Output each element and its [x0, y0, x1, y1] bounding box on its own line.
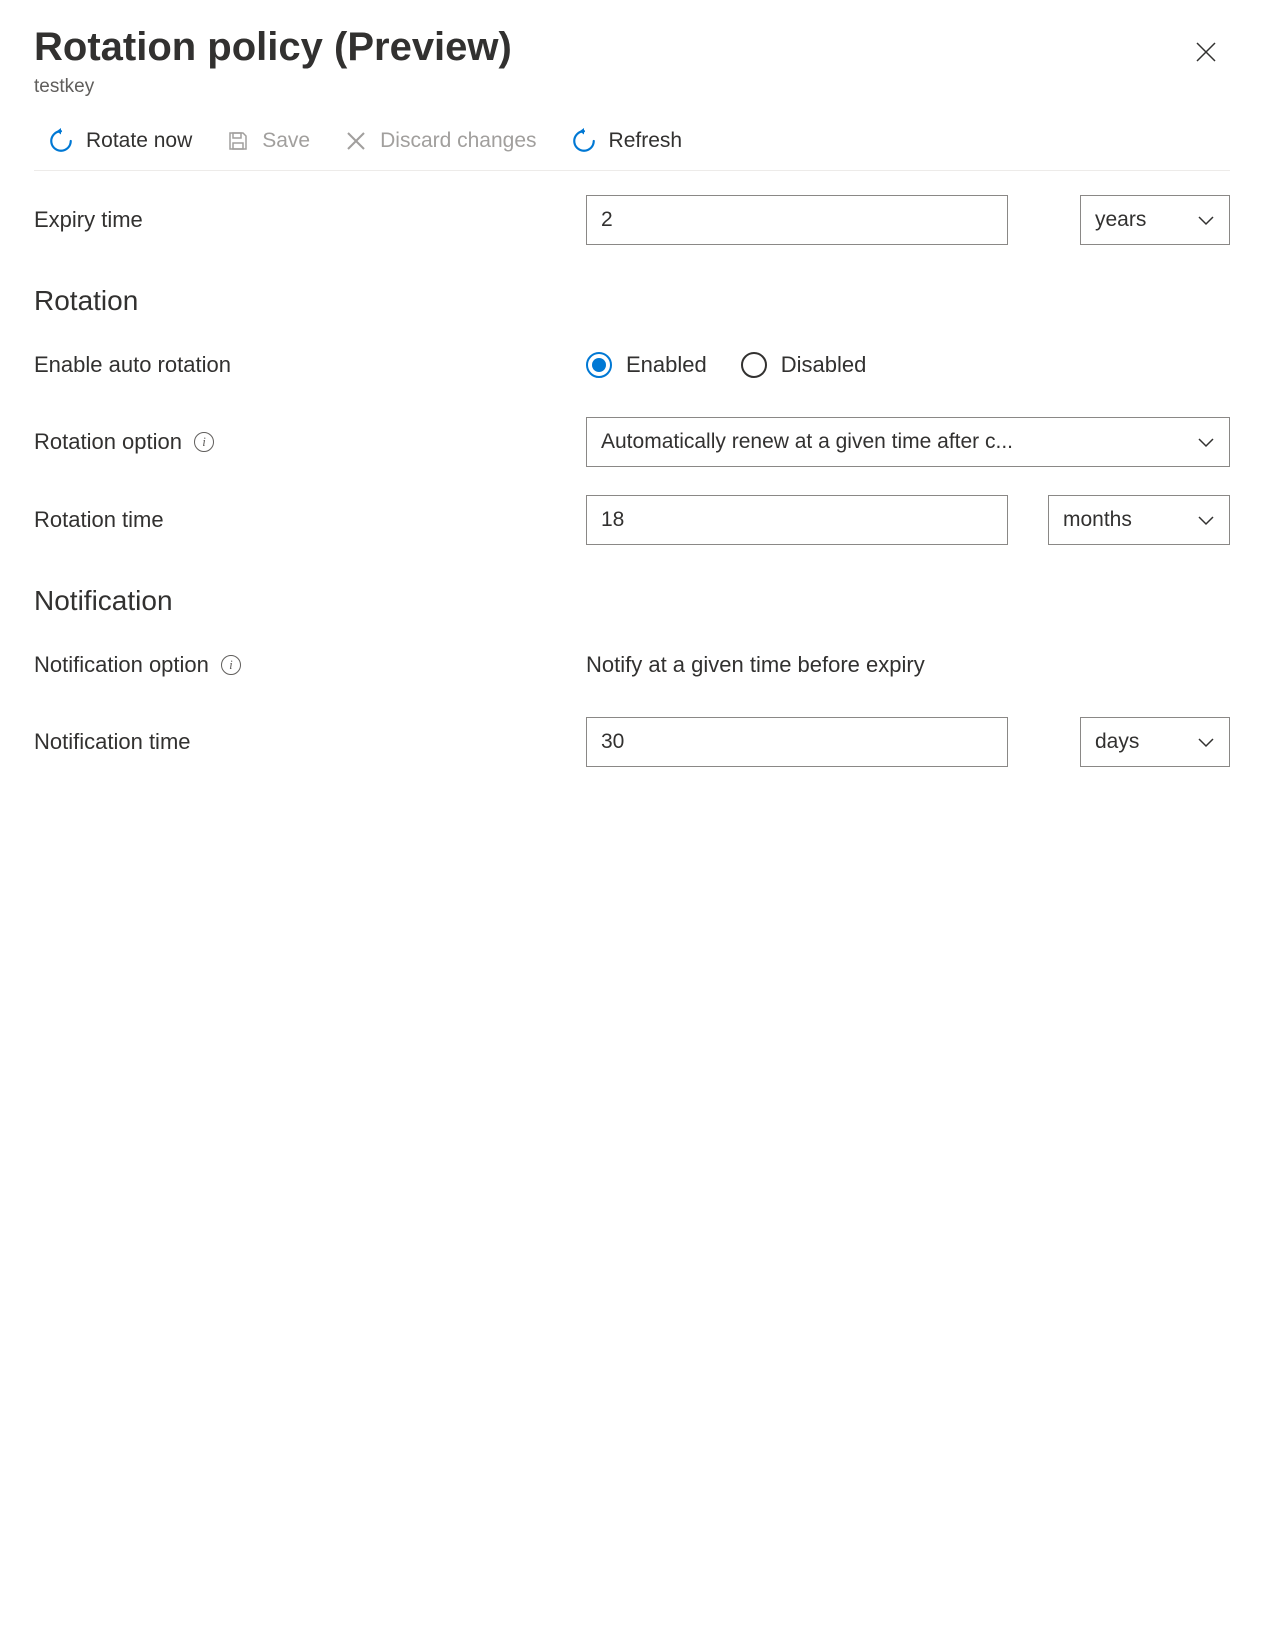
discard-button: Discard changes	[344, 129, 536, 153]
radio-icon	[741, 352, 767, 378]
rotation-option-value: Automatically renew at a given time afte…	[601, 430, 1013, 454]
chevron-down-icon	[1197, 436, 1215, 448]
toolbar: Rotate now Save Discard changes Refresh	[34, 98, 1230, 171]
rotation-time-unit-value: months	[1063, 508, 1132, 532]
rotate-now-button[interactable]: Rotate now	[48, 128, 192, 154]
chevron-down-icon	[1197, 514, 1215, 526]
rotation-option-select[interactable]: Automatically renew at a given time afte…	[586, 417, 1230, 467]
auto-rotation-disabled-radio[interactable]: Disabled	[741, 352, 867, 378]
notification-time-input[interactable]	[586, 717, 1008, 767]
page-title: Rotation policy (Preview)	[34, 24, 512, 70]
close-button[interactable]	[1186, 32, 1226, 75]
refresh-label: Refresh	[609, 129, 683, 153]
rotation-time-input[interactable]	[586, 495, 1008, 545]
notification-option-label: Notification option	[34, 652, 209, 678]
refresh-button[interactable]: Refresh	[571, 128, 683, 154]
chevron-down-icon	[1197, 736, 1215, 748]
enabled-radio-label: Enabled	[626, 352, 707, 378]
notification-time-unit-value: days	[1095, 730, 1139, 754]
close-icon	[1194, 40, 1218, 64]
rotation-time-unit-select[interactable]: months	[1048, 495, 1230, 545]
info-icon[interactable]: i	[194, 432, 214, 452]
discard-icon	[344, 129, 368, 153]
expiry-time-label: Expiry time	[34, 207, 586, 233]
info-icon[interactable]: i	[221, 655, 241, 675]
rotation-time-label: Rotation time	[34, 507, 586, 533]
auto-rotation-enabled-radio[interactable]: Enabled	[586, 352, 707, 378]
notification-section-title: Notification	[34, 585, 1230, 617]
rotate-icon	[48, 128, 74, 154]
save-icon	[226, 129, 250, 153]
page-subtitle: testkey	[34, 76, 512, 98]
refresh-icon	[571, 128, 597, 154]
notification-option-value: Notify at a given time before expiry	[586, 652, 925, 678]
expiry-unit-select[interactable]: years	[1080, 195, 1230, 245]
notification-time-unit-select[interactable]: days	[1080, 717, 1230, 767]
expiry-time-input[interactable]	[586, 195, 1008, 245]
radio-icon	[586, 352, 612, 378]
disabled-radio-label: Disabled	[781, 352, 867, 378]
chevron-down-icon	[1197, 214, 1215, 226]
save-label: Save	[262, 129, 310, 153]
rotation-option-label: Rotation option	[34, 429, 182, 455]
expiry-unit-value: years	[1095, 208, 1146, 232]
discard-label: Discard changes	[380, 129, 536, 153]
rotate-now-label: Rotate now	[86, 129, 192, 153]
enable-auto-rotation-label: Enable auto rotation	[34, 352, 586, 378]
rotation-section-title: Rotation	[34, 285, 1230, 317]
save-button: Save	[226, 129, 310, 153]
notification-time-label: Notification time	[34, 729, 586, 755]
